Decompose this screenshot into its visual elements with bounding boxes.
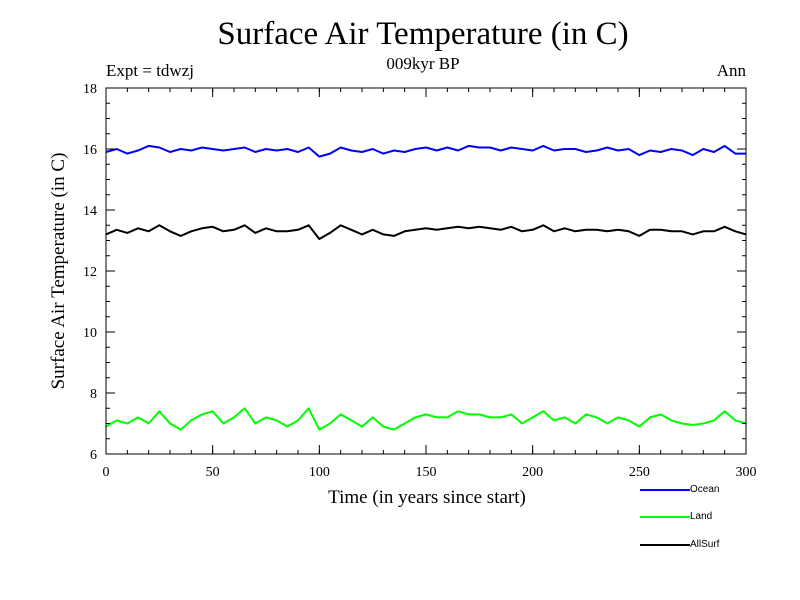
y-axis-label: Surface Air Temperature (in C) <box>48 153 69 390</box>
axes-layer: 0 50 100 150 200 250 300 6 8 10 12 14 16 18 <box>83 82 757 480</box>
chart-title: Surface Air Temperature (in C) <box>217 16 629 52</box>
x-tick-label: 0 <box>103 465 110 480</box>
x-tick-label: 300 <box>736 465 757 480</box>
series-line-land <box>105 407 747 431</box>
series-line-allsurf <box>105 224 747 240</box>
x-tick-label: 200 <box>522 465 543 480</box>
legend-swatch <box>640 544 690 546</box>
season-label: Ann <box>716 61 746 80</box>
legend-label: Ocean <box>690 484 720 495</box>
series-layer <box>105 144 747 431</box>
chart-subtitle: 009kyr BP <box>386 54 460 73</box>
plot-frame <box>105 87 747 455</box>
y-tick-label: 8 <box>90 387 97 402</box>
y-tick-label: 16 <box>83 143 97 158</box>
experiment-label: Expt = tdwzj <box>106 61 194 80</box>
legend-label: Land <box>690 511 713 522</box>
x-tick-label: 250 <box>629 465 650 480</box>
y-tick-label: 10 <box>83 326 97 341</box>
series-line-ocean <box>105 144 746 158</box>
y-tick-label: 6 <box>90 448 97 463</box>
legend-swatch <box>640 489 690 491</box>
x-tick-label: 100 <box>309 465 330 480</box>
x-axis-label: Time (in years since start) <box>328 487 526 508</box>
legend-label: AllSurf <box>690 539 720 550</box>
y-tick-label: 14 <box>83 204 97 219</box>
y-tick-label: 18 <box>83 82 97 97</box>
y-tick-label: 12 <box>83 265 97 280</box>
legend-swatch <box>640 516 690 518</box>
x-tick-label: 150 <box>416 465 437 480</box>
x-tick-label: 50 <box>206 465 220 480</box>
